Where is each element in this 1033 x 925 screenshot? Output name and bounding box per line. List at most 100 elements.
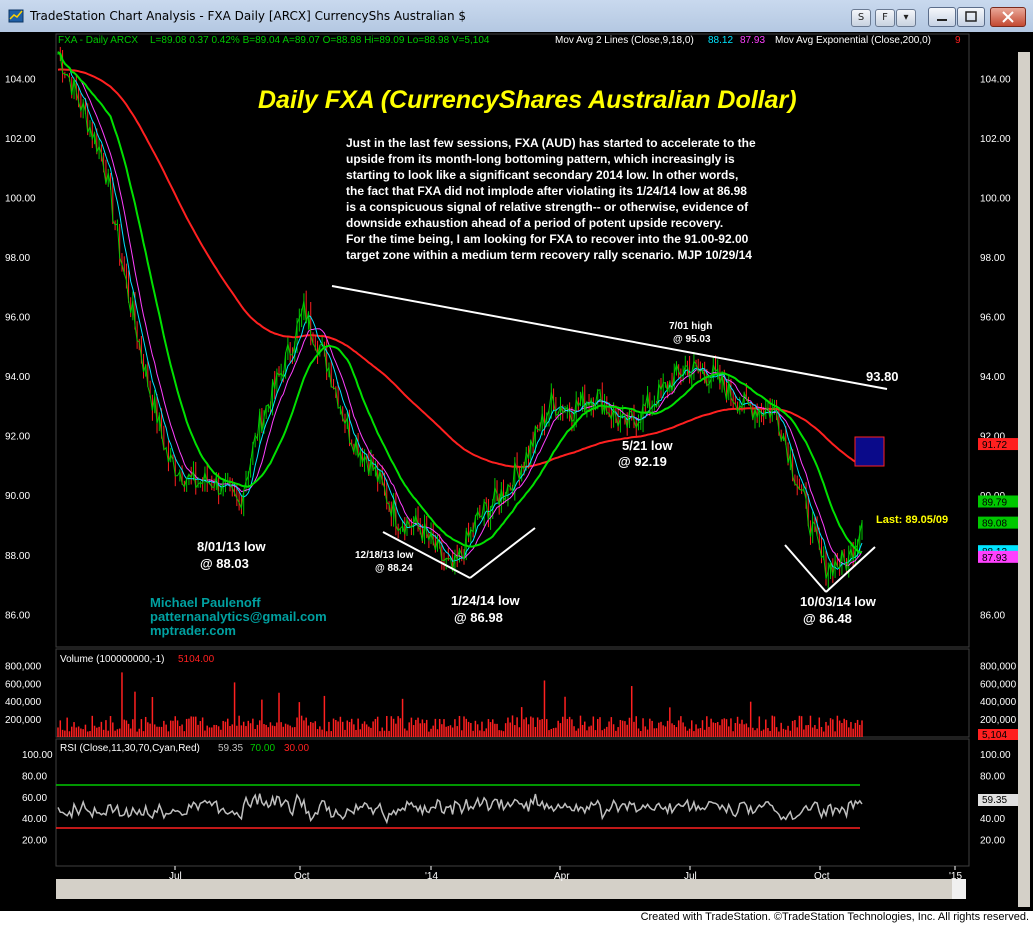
volume-label: Volume (100000000,-1) xyxy=(60,654,165,665)
header-ema-label: Mov Avg Exponential (Close,200,0) xyxy=(775,35,931,46)
volume-tick-right: 800,000 xyxy=(980,661,1017,672)
author-name: Michael Paulenoff xyxy=(150,595,261,610)
rsi-tick-left: 100.00 xyxy=(22,750,53,761)
low-label-aug13-date: 8/01/13 low xyxy=(197,539,267,554)
support-v-left-a xyxy=(382,531,471,579)
s-button[interactable]: S xyxy=(851,9,871,27)
close-button[interactable] xyxy=(990,7,1026,27)
high-label-jul14-date: 7/01 high xyxy=(669,321,712,332)
price-tick-right: 92.00 xyxy=(980,432,1005,443)
commentary-line-5: is a conspicuous signal of relative stre… xyxy=(346,200,749,214)
menu-arrow-button[interactable]: ▾ xyxy=(896,9,916,27)
low-label-may14-value: @ 92.19 xyxy=(618,454,667,469)
price-tag xyxy=(978,438,1018,451)
rsi-last-tag xyxy=(978,794,1018,806)
rsi-tick-right: 80.00 xyxy=(980,771,1005,782)
volume-tick-left: 800,000 xyxy=(5,661,42,672)
rsi-label: RSI (Close,11,30,70,Cyan,Red) xyxy=(60,743,200,754)
commentary-line-3: starting to look like a significant seco… xyxy=(346,168,738,182)
close-icon xyxy=(1002,11,1014,23)
rsi-line xyxy=(57,793,863,825)
trendline-label: 93.80 xyxy=(866,369,899,384)
target-zone-box xyxy=(854,436,885,467)
price-tag xyxy=(978,495,1018,508)
commentary-line-8: target zone within a medium term recover… xyxy=(346,248,752,262)
time-axis: Jul Oct '14 Apr Jul Oct '15 xyxy=(169,866,962,882)
price-tick-left: 86.00 xyxy=(5,610,30,621)
price-tick-left: 88.00 xyxy=(5,551,30,562)
volume-tick-left: 400,000 xyxy=(5,697,42,708)
rsi-tick-right: 40.00 xyxy=(980,814,1005,825)
header-ma-label: Mov Avg 2 Lines (Close,9,18,0) xyxy=(555,35,694,46)
rsi-lower: 30.00 xyxy=(284,743,309,754)
price-tick-left: 92.00 xyxy=(5,432,30,443)
rsi-upper: 70.00 xyxy=(250,743,275,754)
horizontal-scrollbar[interactable] xyxy=(56,879,952,899)
commentary-line-7: For the time being, I am looking for FXA… xyxy=(346,232,749,246)
price-tick-left: 96.00 xyxy=(5,313,30,324)
rsi-value: 59.35 xyxy=(218,743,243,754)
time-tick: Apr xyxy=(554,871,570,882)
rsi-tick-left: 20.00 xyxy=(22,836,47,847)
volume-tick-left: 200,000 xyxy=(5,715,42,726)
price-chart[interactable]: FXA - Daily ARCX L=89.08 0.37 0.42% B=89… xyxy=(0,32,1033,911)
low-label-jan14-date: 1/24/14 low xyxy=(451,593,521,608)
footer-copyright: Created with TradeStation. ©TradeStation… xyxy=(640,911,1029,923)
ema200-line xyxy=(57,68,863,468)
price-tick-left: 102.00 xyxy=(5,134,36,145)
commentary-line-2: upside from its month-long bottoming pat… xyxy=(346,152,735,166)
volume-value: 5104.00 xyxy=(178,654,215,665)
price-candles xyxy=(57,46,863,589)
rsi-tick-right: 100.00 xyxy=(980,750,1011,761)
time-tick: Oct xyxy=(294,871,310,882)
commentary-line-1: Just in the last few sessions, FXA (AUD)… xyxy=(346,136,756,150)
price-tick-right: 98.00 xyxy=(980,253,1005,264)
author-email: patternanalytics@gmail.com xyxy=(150,609,327,624)
rsi-last-tag-text: 59.35 xyxy=(982,795,1007,806)
rsi-tick-right: 20.00 xyxy=(980,836,1005,847)
price-tick-right: 100.00 xyxy=(980,194,1011,205)
low-label-dec13-value: @ 88.24 xyxy=(375,563,413,574)
header-ma-val1: 88.12 xyxy=(708,35,733,46)
time-tick: Oct xyxy=(814,871,830,882)
minimize-icon xyxy=(937,19,947,21)
header-symbol: FXA - Daily ARCX xyxy=(58,35,138,46)
price-tick-right: 94.00 xyxy=(980,372,1005,383)
price-tick-right: 96.00 xyxy=(980,313,1005,324)
volume-tick-right: 400,000 xyxy=(980,697,1017,708)
rsi-tick-left: 40.00 xyxy=(22,814,47,825)
price-tick-right: 104.00 xyxy=(980,75,1011,86)
header-ema-val: 9 xyxy=(955,35,961,46)
price-tick-left: 104.00 xyxy=(5,75,36,86)
price-tick-left: 100.00 xyxy=(5,194,36,205)
header-quote: L=89.08 0.37 0.42% B=89.04 A=89.07 O=88.… xyxy=(150,35,490,46)
volume-axis: 800,000 800,000 600,000 600,000 400,000 400,0… xyxy=(5,661,1017,726)
time-tick: Jul xyxy=(684,871,697,882)
price-series-line xyxy=(57,51,863,580)
low-label-jan14-value: @ 86.98 xyxy=(454,610,503,625)
volume-bars xyxy=(57,672,863,737)
time-tick: '14 xyxy=(425,871,438,882)
price-tag-text: 89.79 xyxy=(982,497,1007,508)
chart-title: Daily FXA (CurrencyShares Australian Dol… xyxy=(258,86,797,114)
low-label-may14-date: 5/21 low xyxy=(622,438,673,453)
price-tag-text: 87.93 xyxy=(982,553,1007,564)
title-bar[interactable]: TradeStation Chart Analysis - FXA Daily … xyxy=(0,0,1033,33)
price-tag-text: 91.72 xyxy=(982,440,1007,451)
price-tick-right: 102.00 xyxy=(980,134,1011,145)
rsi-tick-left: 60.00 xyxy=(22,793,47,804)
scrollbar-right-button[interactable] xyxy=(952,879,966,899)
vertical-scrollbar[interactable] xyxy=(1018,52,1030,907)
volume-last-tag-text: 5,104 xyxy=(982,730,1007,741)
high-label-jul14-value: @ 95.03 xyxy=(673,334,711,345)
price-tag-text: 89.08 xyxy=(982,519,1007,530)
time-tick: '15 xyxy=(949,871,962,882)
volume-tick-right: 200,000 xyxy=(980,715,1017,726)
minimize-button[interactable] xyxy=(928,7,956,27)
maximize-button[interactable] xyxy=(957,7,985,27)
f-button[interactable]: F xyxy=(875,9,895,27)
tradestation-app-icon xyxy=(8,9,24,23)
time-tick: Jul xyxy=(169,871,182,882)
